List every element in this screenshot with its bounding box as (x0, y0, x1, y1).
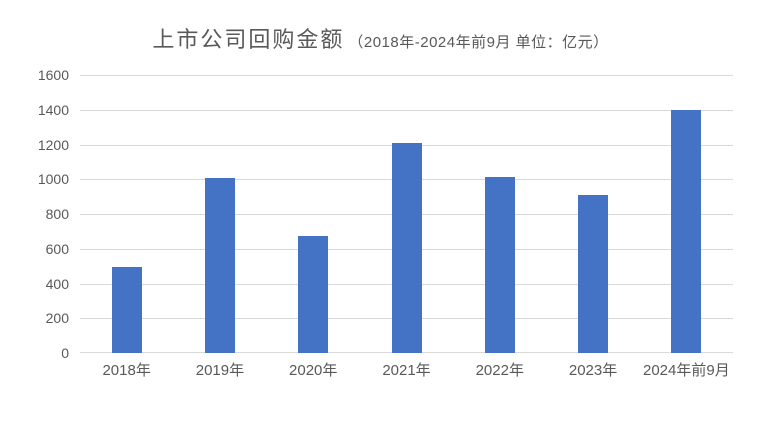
x-axis-tick-label-2022年: 2022年 (475, 362, 524, 379)
y-axis-tick-label-400: 400 (45, 275, 69, 292)
bar-2021年 (391, 142, 422, 353)
y-axis-tick-label-1600: 1600 (37, 67, 69, 83)
bar-2019年 (204, 178, 235, 353)
bar-2023年 (578, 194, 609, 353)
chart-title-subtitle: （2018年-2024年前9月 单位：亿元） (348, 34, 609, 51)
bar-2022年 (484, 176, 515, 353)
plot-area: 0 200 400 600 800 1000 1200 1400 1600 2018年 2019年 2… (38, 68, 733, 378)
gridline-1400 (80, 109, 733, 111)
y-axis-tick-label-1400: 1400 (37, 101, 69, 118)
y-axis-tick-label-200: 200 (45, 310, 69, 327)
x-axis-tick-label-2024年前9月: 2024年前9月 (642, 362, 730, 379)
gridline-1600 (80, 75, 733, 76)
y-axis-tick-label-1000: 1000 (37, 171, 69, 188)
x-axis-tick-label-2021年: 2021年 (382, 362, 431, 379)
x-axis-tick-label-2023年: 2023年 (568, 362, 618, 379)
chart-title-main: 上市公司回购金额 (152, 27, 345, 52)
x-axis-tick-label-2019年: 2019年 (195, 362, 245, 379)
bar-2018年 (111, 267, 142, 353)
x-axis-tick-label-2018年: 2018年 (102, 362, 151, 379)
y-axis-tick-label-0: 0 (61, 345, 69, 361)
y-axis-tick-label-1200: 1200 (37, 136, 69, 153)
bar-2024年前9月 (671, 109, 702, 353)
x-axis-tick-label-2020年: 2020年 (289, 362, 338, 379)
bar-2020年 (298, 235, 329, 353)
chart-title: 上市公司回购金额 （2018年-2024年前9月 单位：亿元） (0, 22, 761, 54)
y-axis-tick-label-600: 600 (45, 240, 69, 257)
y-axis-tick-label-800: 800 (45, 206, 69, 222)
